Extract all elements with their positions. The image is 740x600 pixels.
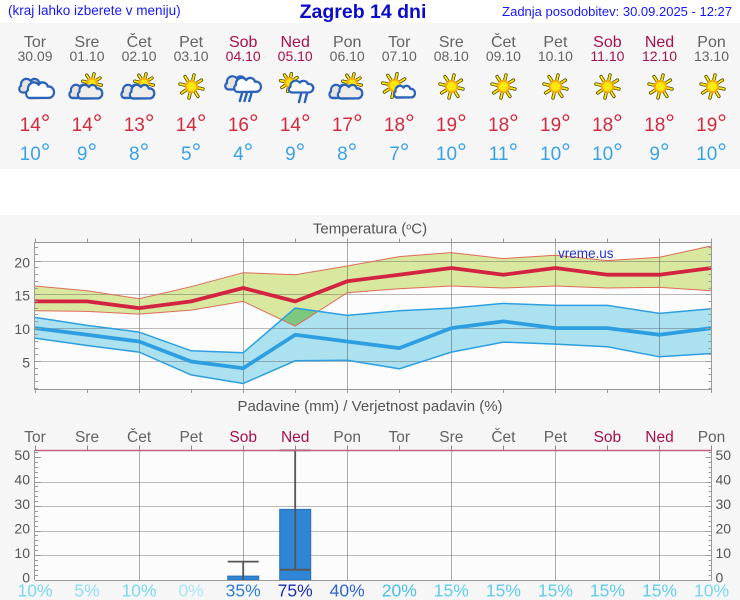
- svg-text:15%: 15%: [486, 581, 521, 600]
- svg-text:10: 10: [716, 545, 732, 561]
- svg-text:0: 0: [716, 570, 724, 586]
- svg-text:15: 15: [14, 288, 30, 304]
- svg-text:75%: 75%: [278, 581, 313, 600]
- svg-text:Tor: Tor: [389, 429, 411, 446]
- svg-text:10%: 10%: [17, 581, 52, 600]
- svg-text:Čet: Čet: [491, 429, 516, 446]
- svg-text:Padavine (mm) / Verjetnost pad: Padavine (mm) / Verjetnost padavin (%): [237, 398, 502, 415]
- svg-text:20%: 20%: [382, 581, 417, 600]
- svg-text:Sre: Sre: [75, 429, 99, 446]
- svg-text:10%: 10%: [122, 581, 157, 600]
- svg-text:40: 40: [14, 472, 30, 488]
- svg-text:Pon: Pon: [698, 429, 726, 446]
- svg-text:Pet: Pet: [179, 429, 203, 446]
- svg-text:Pet: Pet: [544, 429, 568, 446]
- svg-text:0: 0: [22, 570, 30, 586]
- svg-text:0%: 0%: [178, 581, 203, 600]
- svg-text:10%: 10%: [694, 581, 729, 600]
- svg-text:Ned: Ned: [645, 429, 673, 446]
- svg-text:35%: 35%: [226, 581, 261, 600]
- svg-text:Ned: Ned: [281, 429, 309, 446]
- svg-text:15%: 15%: [590, 581, 625, 600]
- svg-text:15%: 15%: [538, 581, 573, 600]
- svg-text:20: 20: [716, 521, 732, 537]
- svg-text:10: 10: [14, 545, 30, 561]
- svg-text:30: 30: [14, 496, 30, 512]
- svg-text:Pon: Pon: [333, 429, 361, 446]
- svg-text:40: 40: [716, 472, 732, 488]
- svg-text:15%: 15%: [642, 581, 677, 600]
- svg-text:40%: 40%: [330, 581, 365, 600]
- svg-text:vreme.us: vreme.us: [558, 246, 614, 261]
- svg-text:Čet: Čet: [127, 429, 152, 446]
- svg-text:50: 50: [14, 447, 30, 463]
- svg-text:5: 5: [22, 355, 30, 371]
- svg-text:Sre: Sre: [439, 429, 463, 446]
- svg-text:Tor: Tor: [24, 429, 46, 446]
- svg-text:20: 20: [14, 254, 30, 270]
- svg-text:Temperatura (oC): Temperatura (oC): [313, 221, 427, 238]
- svg-text:10: 10: [14, 321, 30, 337]
- svg-text:15%: 15%: [434, 581, 469, 600]
- svg-text:5%: 5%: [74, 581, 99, 600]
- svg-text:20: 20: [14, 521, 30, 537]
- svg-text:50: 50: [716, 447, 732, 463]
- svg-text:Sob: Sob: [594, 429, 622, 446]
- svg-text:30: 30: [716, 496, 732, 512]
- svg-text:Sob: Sob: [229, 429, 257, 446]
